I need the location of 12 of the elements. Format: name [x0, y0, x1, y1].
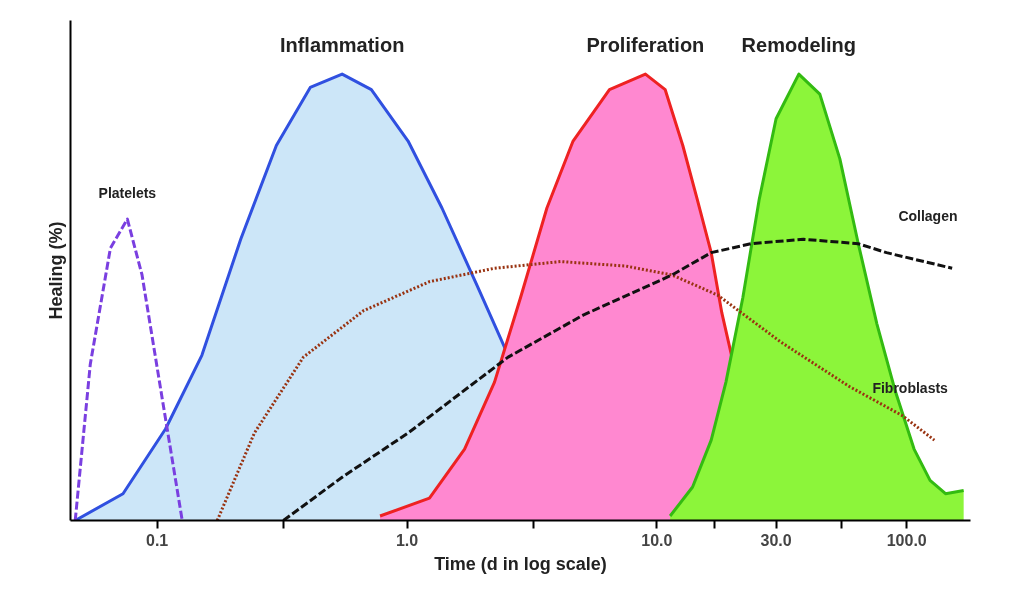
y-axis-title: Healing (%): [45, 221, 66, 320]
x-axis-title: Time (d in log scale): [434, 553, 607, 574]
x-tick-label: 1.0: [395, 531, 419, 549]
x-tick-label: 10.0: [641, 531, 673, 549]
text: Collagen: [898, 207, 958, 224]
x-tick-label: 100.0: [886, 531, 927, 549]
series-label: Platelets: [98, 185, 157, 202]
x-tick-label: 0.1: [146, 531, 169, 549]
series-label: Proliferation: [586, 34, 705, 57]
series-label: Inflammation: [279, 34, 405, 57]
x-tick-label: 30.0: [760, 531, 792, 549]
series-label: Remodeling: [741, 34, 857, 57]
